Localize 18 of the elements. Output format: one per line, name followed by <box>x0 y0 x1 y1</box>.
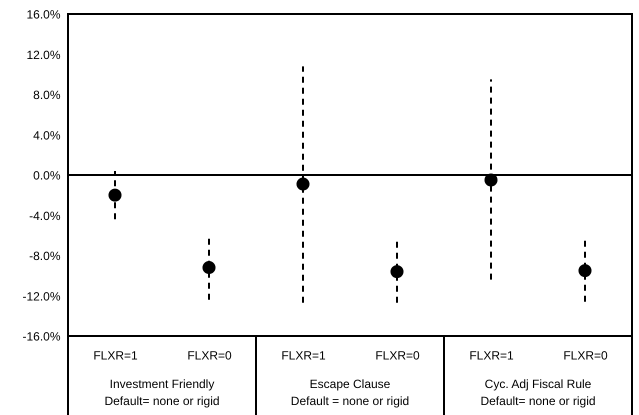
x-tick-label: FLXR=0 <box>563 348 608 362</box>
y-tick-label: 16.0% <box>26 8 61 22</box>
x-tick-label: FLXR=1 <box>281 348 326 362</box>
y-tick-label: 4.0% <box>33 128 61 142</box>
y-tick-label: 0.0% <box>33 168 61 182</box>
text: Cyc. Adj Fiscal Rule Default= none or rigid <box>480 377 596 408</box>
x-tick-label: FLXR=1 <box>93 348 138 362</box>
y-tick-label: -12.0% <box>22 289 61 304</box>
x-tick-label: FLXR=1 <box>469 348 514 362</box>
text: Escape Clause Default = none or rigid <box>290 377 410 408</box>
y-tick-label: 12.0% <box>26 48 61 62</box>
y-tick-label: -16.0% <box>22 330 61 344</box>
y-tick-label: -4.0% <box>29 208 61 223</box>
text: Investment Friendly Default= none or rigid <box>104 377 220 408</box>
y-tick-label: 8.0% <box>33 88 61 102</box>
x-tick-label: FLXR=0 <box>187 348 232 362</box>
y-tick-label: -8.0% <box>29 249 61 263</box>
x-tick-label: FLXR=0 <box>375 348 420 362</box>
